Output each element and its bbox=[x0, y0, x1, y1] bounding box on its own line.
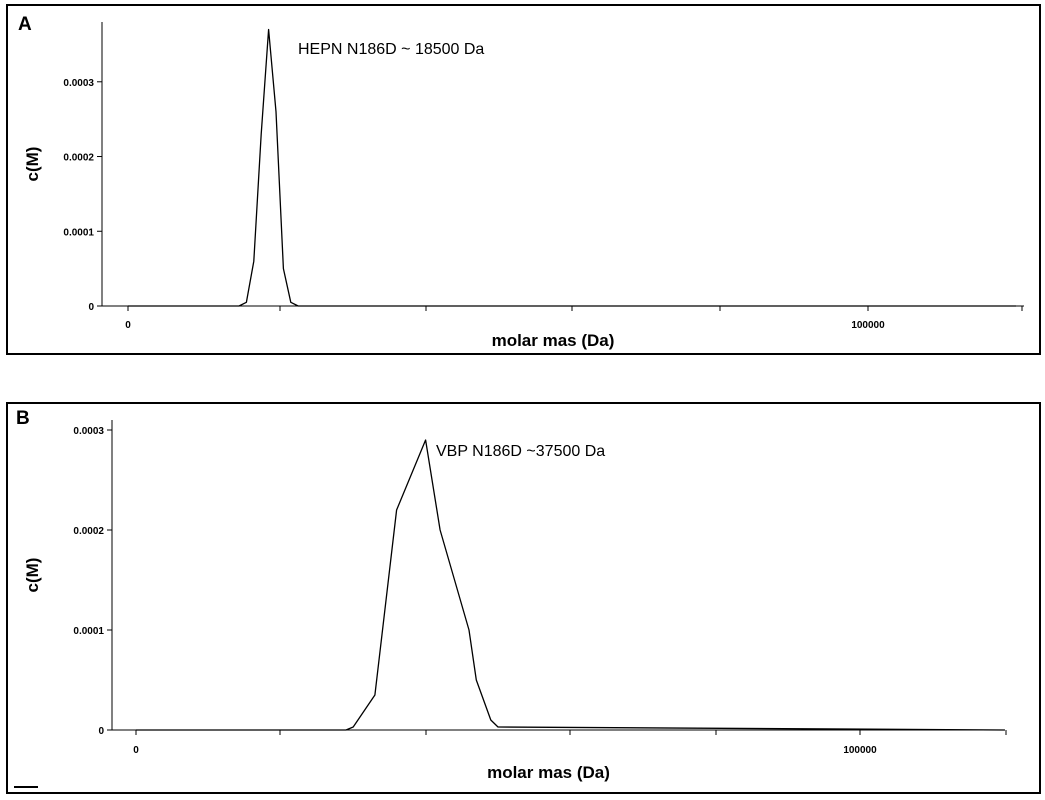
y-tick-label: 0.0001 bbox=[63, 227, 94, 238]
y-tick-label: 0.0003 bbox=[63, 78, 94, 89]
x-tick-label: 0 bbox=[125, 320, 131, 331]
y-tick-label: 0 bbox=[98, 726, 104, 737]
y-tick-label: 0.0002 bbox=[63, 153, 94, 164]
series-line bbox=[128, 28, 1016, 307]
peak-annotation: HEPN N186D ~ 18500 Da bbox=[298, 41, 484, 58]
x-axis-title: molar mas (Da) bbox=[487, 763, 610, 782]
x-axis-title: molar mas (Da) bbox=[492, 331, 615, 350]
y-tick-label: 0.0001 bbox=[73, 626, 104, 637]
corner-mark bbox=[14, 786, 38, 788]
y-axis-title: c(M) bbox=[23, 147, 42, 182]
series-line bbox=[136, 439, 1005, 731]
x-tick-label: 0 bbox=[133, 745, 139, 756]
chart-svg: 0 100000 0 0.0001 0.0002 0.0003 molar mas (Da)… bbox=[23, 420, 1007, 782]
panel-label: A bbox=[18, 14, 32, 35]
chart-panel-a: A 0 100000 0 0.0001 0.0002 0.0003 molar mas (D… bbox=[6, 4, 1041, 355]
peak-annotation: VBP N186D ~37500 Da bbox=[436, 443, 605, 460]
panel-label: B bbox=[16, 408, 30, 429]
y-tick-label: 0.0002 bbox=[73, 526, 104, 537]
chart-svg: 0 100000 0 0.0001 0.0002 0.0003 molar mas (Da)… bbox=[23, 22, 1024, 350]
x-tick-label: 100000 bbox=[843, 745, 877, 756]
chart-panel-b: B 0 100000 0 0.0001 0.0002 0.0003 molar mas (D… bbox=[6, 402, 1041, 794]
y-axis-title: c(M) bbox=[23, 558, 42, 593]
x-tick-label: 100000 bbox=[851, 320, 885, 331]
y-tick-label: 0 bbox=[88, 302, 94, 313]
y-tick-label: 0.0003 bbox=[73, 426, 104, 437]
